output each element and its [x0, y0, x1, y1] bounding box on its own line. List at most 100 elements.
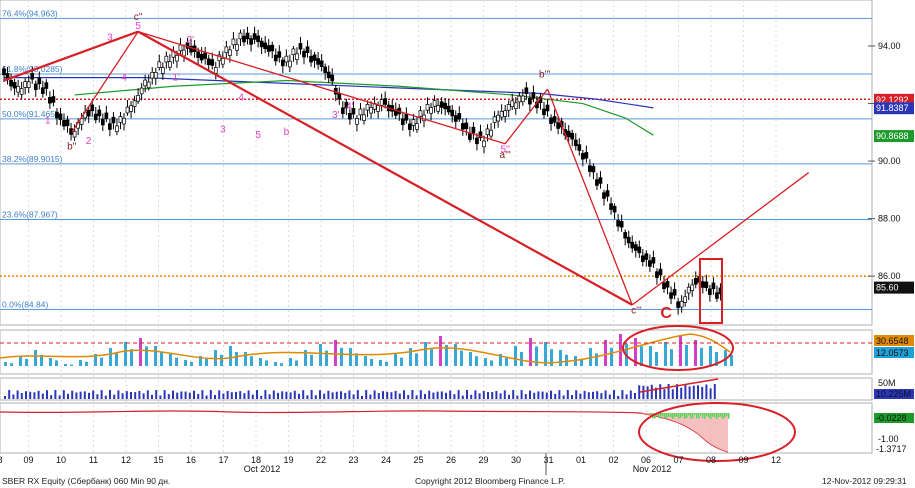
x-tick-label: 12	[771, 455, 781, 465]
macd-bar	[415, 353, 418, 366]
oscillator-bar	[688, 413, 690, 416]
volume-bar	[436, 391, 439, 399]
macd-bar	[694, 340, 697, 366]
price-bar-body	[471, 126, 476, 134]
price-bar-body	[12, 81, 17, 89]
volume-bar	[264, 390, 267, 399]
volume-bar	[172, 390, 174, 399]
price-bar-body	[228, 49, 232, 56]
price-bar-body	[44, 82, 49, 89]
wave-label: b''	[67, 142, 76, 153]
price-bar-body	[118, 116, 123, 123]
volume-bar	[655, 387, 657, 399]
macd-bar	[610, 347, 613, 366]
price-bar-body	[549, 117, 553, 124]
fib-label: 0.0%(84.84)	[2, 299, 48, 309]
oscillator-series	[0, 410, 730, 453]
volume-bar	[659, 384, 662, 399]
price-bar-body	[316, 58, 320, 65]
volume-bar	[193, 390, 195, 399]
price-bar-body	[33, 83, 38, 91]
volume-bar	[25, 391, 27, 399]
macd-panel-frame	[0, 329, 873, 375]
volume-bar	[705, 384, 708, 399]
price-bar-body	[633, 244, 638, 251]
price-bar-body	[2, 68, 6, 76]
volume-bar	[319, 390, 321, 399]
macd-bar	[355, 353, 358, 366]
wave-line	[504, 88, 549, 145]
volume-bar	[369, 394, 372, 399]
price-bar-body	[517, 95, 522, 103]
volume-bar	[377, 393, 380, 399]
price-badge-label: 92.1292	[876, 95, 909, 105]
volume-bar	[604, 390, 607, 399]
price-bar-body	[298, 43, 303, 50]
oscillator-bar	[702, 413, 704, 419]
oscillator-bar	[706, 413, 708, 417]
elliott-wave-lines	[3, 30, 810, 306]
x-tick-label: 8	[0, 455, 3, 465]
volume-bar	[583, 390, 586, 399]
price-bar-body	[104, 112, 109, 120]
price-bar-body	[623, 232, 628, 239]
volume-bar	[121, 393, 124, 399]
price-bar-body	[510, 100, 515, 107]
price-bar-body	[213, 67, 218, 74]
price-bar-body	[672, 289, 677, 296]
price-bar-body	[577, 144, 582, 151]
price-bar-body	[520, 95, 525, 103]
price-bar-body	[270, 44, 275, 52]
oscillator-bar	[700, 413, 702, 416]
price-bar-body	[256, 35, 260, 43]
volume-bar	[340, 391, 342, 399]
price-bar-body	[150, 71, 155, 79]
wave-label: 4'	[346, 101, 354, 112]
volume-label-2: 10.225M	[876, 389, 911, 399]
oscillator-badge	[874, 413, 914, 423]
wave-label: a'''	[500, 150, 511, 161]
macd-bar	[280, 363, 283, 366]
volume-bar	[29, 391, 32, 399]
price-bar-body	[206, 58, 211, 66]
volume-bar	[67, 393, 69, 399]
price-bar-body	[252, 33, 257, 40]
price-bar-body	[235, 44, 239, 51]
oscillator-bar	[718, 413, 720, 418]
volume-bar	[62, 390, 65, 399]
macd-bar	[595, 353, 598, 366]
volume-bar	[398, 393, 401, 399]
price-badge-label: 91.8387	[876, 103, 909, 113]
wave-label: 1'	[172, 73, 180, 84]
oscillator-bar	[698, 413, 700, 419]
volume-bar	[96, 394, 99, 399]
oscillator-bar	[668, 413, 670, 417]
oscillator-labels: -0.0228 -1.00 -1.3717	[874, 413, 914, 454]
volume-bar	[440, 391, 443, 399]
macd-bar	[565, 354, 568, 366]
price-bar-body	[464, 122, 469, 130]
oscillator-bar	[714, 413, 716, 418]
volume-bar	[571, 395, 573, 399]
price-bar-body	[273, 54, 278, 62]
timestamp-label: 12-Nov-2012 09:29:31	[822, 476, 907, 486]
price-bar-body	[499, 111, 504, 118]
price-bar-body	[584, 152, 589, 159]
macd-bar	[685, 345, 688, 366]
price-bar-body	[637, 246, 642, 254]
oscillator-label-2: -1.00	[878, 434, 899, 444]
price-bar-body	[665, 281, 670, 288]
price-bar-body	[358, 108, 363, 116]
volume-bar	[306, 395, 309, 399]
volume-bar	[541, 391, 544, 399]
oscillator-bar	[678, 413, 680, 419]
volume-bar	[533, 392, 536, 399]
price-bar-body	[556, 122, 560, 129]
price-bar-body	[16, 85, 20, 93]
wave-label: 3'	[332, 110, 340, 121]
price-bar-body	[492, 116, 497, 123]
macd-bar	[235, 352, 238, 366]
wave-label: 1	[45, 116, 51, 127]
price-bar-body	[524, 87, 529, 94]
price-badge-label: 85.60	[876, 283, 899, 293]
